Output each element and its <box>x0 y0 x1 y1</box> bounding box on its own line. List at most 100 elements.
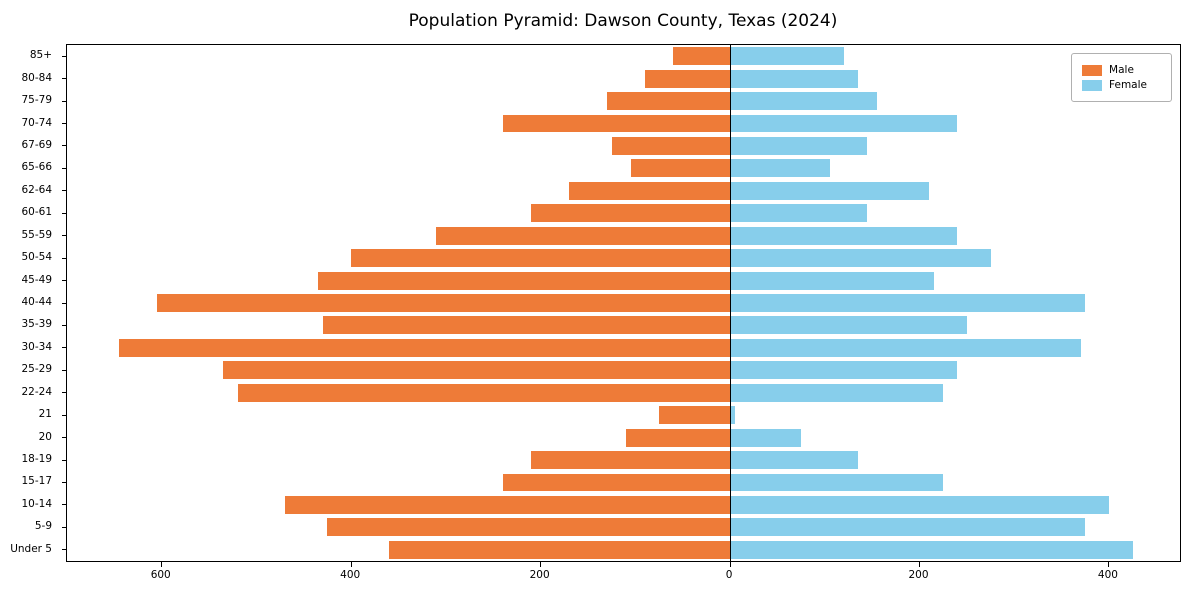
female-bar <box>730 226 958 245</box>
y-tick-label: 40-44 <box>21 296 52 308</box>
female-bar <box>730 294 1086 312</box>
y-tick-mark <box>62 257 66 259</box>
x-tick-mark <box>1108 562 1110 567</box>
male-bar <box>436 226 731 245</box>
legend-label-female: Female <box>1109 79 1147 91</box>
x-tick-label: 0 <box>725 569 733 581</box>
x-tick-label: 600 <box>150 569 171 581</box>
y-tick-label: 80-84 <box>21 71 52 84</box>
male-bar <box>119 338 731 357</box>
y-tick-label: 22-24 <box>21 385 52 398</box>
male-bar <box>606 92 731 111</box>
female-bar <box>730 249 991 268</box>
female-bar <box>730 361 958 380</box>
female-bar <box>730 92 877 111</box>
y-tick-label: 55-59 <box>21 228 52 241</box>
y-tick-label: 85+ <box>29 49 52 62</box>
x-tick-label: 400 <box>340 569 361 581</box>
y-tick-mark <box>62 481 66 483</box>
female-bar <box>730 540 1133 559</box>
y-tick-label: 67-69 <box>21 138 52 151</box>
chart-title: Population Pyramid: Dawson County, Texas… <box>408 11 838 31</box>
legend-entry-female: Female <box>1082 79 1161 91</box>
female-bar <box>730 383 944 402</box>
female-bar <box>730 69 858 88</box>
male-bar <box>502 473 731 492</box>
y-tick-label: 18-19 <box>21 453 52 466</box>
x-tick-mark <box>540 562 542 567</box>
y-tick-label: 21 <box>38 408 52 421</box>
female-bar <box>730 406 735 425</box>
y-tick-label: Under 5 <box>10 542 52 555</box>
y-tick-mark <box>62 414 66 416</box>
x-tick-label: 200 <box>908 569 929 581</box>
zero-axis-line <box>729 45 731 561</box>
male-color-swatch <box>1082 64 1103 76</box>
male-bar <box>351 249 731 268</box>
male-bar <box>611 136 731 155</box>
x-tick-mark <box>919 562 920 567</box>
x-tick-mark <box>729 562 731 567</box>
y-tick-mark <box>62 347 66 349</box>
male-bar <box>284 495 731 514</box>
male-bar <box>630 159 731 178</box>
y-tick-mark <box>62 549 66 551</box>
y-tick-label: 70-74 <box>21 116 52 129</box>
y-tick-label: 65-66 <box>21 161 52 174</box>
female-bar <box>730 428 802 447</box>
male-bar <box>502 114 731 133</box>
y-tick-mark <box>62 235 66 237</box>
female-bar <box>730 181 929 200</box>
y-tick-mark <box>62 302 66 304</box>
female-bar <box>730 159 830 178</box>
x-tick-label: 400 <box>1097 569 1118 581</box>
y-tick-label: 5-9 <box>34 520 52 533</box>
male-bar <box>156 294 731 312</box>
male-bar <box>673 47 731 66</box>
male-bar <box>322 316 731 335</box>
y-tick-label: 25-29 <box>21 363 52 376</box>
y-tick-mark <box>62 437 66 439</box>
y-tick-label: 60-61 <box>21 206 52 219</box>
y-tick-mark <box>62 280 66 282</box>
female-bar <box>730 451 858 469</box>
y-tick-mark <box>62 392 66 394</box>
y-tick-label: 35-39 <box>21 318 52 331</box>
x-axis-labels: 600 400 200 0 200 400 <box>66 561 1179 587</box>
y-tick-mark <box>62 212 66 214</box>
y-tick-label: 62-64 <box>21 183 52 196</box>
male-bar <box>625 428 731 447</box>
female-bar <box>730 316 967 335</box>
male-bar <box>659 406 731 425</box>
y-tick-mark <box>62 100 66 102</box>
male-bar <box>223 361 731 380</box>
y-tick-mark <box>62 167 66 169</box>
y-tick-mark <box>62 123 66 125</box>
male-bar <box>531 204 731 223</box>
male-bar <box>327 518 731 537</box>
y-tick-mark <box>62 526 66 528</box>
female-bar <box>730 518 1086 537</box>
y-tick-mark <box>62 78 66 80</box>
female-bar <box>730 47 844 66</box>
y-tick-label: 50-54 <box>21 251 52 264</box>
male-bar <box>237 383 731 402</box>
female-bar <box>730 136 868 155</box>
y-tick-mark <box>62 369 66 371</box>
x-tick-mark <box>350 562 352 567</box>
y-tick-mark <box>62 190 66 192</box>
legend-entry-male: Male <box>1082 64 1161 76</box>
female-bar <box>730 204 868 223</box>
female-color-swatch <box>1082 79 1103 91</box>
y-tick-label: 15-17 <box>21 475 52 488</box>
y-tick-mark <box>62 504 66 506</box>
male-bar <box>644 69 731 88</box>
male-bar <box>531 451 731 469</box>
y-tick-label: 10-14 <box>21 497 52 510</box>
y-tick-label: 20 <box>38 430 52 443</box>
plot-area: Male Female <box>62 44 1181 567</box>
female-bar <box>730 271 934 290</box>
legend-label-male: Male <box>1109 64 1134 76</box>
male-bar <box>389 540 731 559</box>
x-tick-label: 200 <box>529 569 550 581</box>
